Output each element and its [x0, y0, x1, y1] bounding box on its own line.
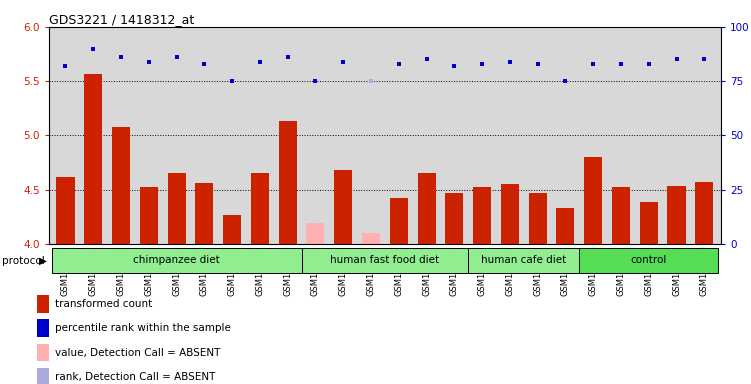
Bar — [612, 187, 630, 244]
Bar — [279, 121, 297, 244]
Bar — [195, 183, 213, 244]
Bar — [468, 248, 579, 273]
Bar — [695, 182, 713, 244]
Bar — [584, 157, 602, 244]
Bar — [640, 202, 658, 244]
Bar — [306, 223, 324, 244]
Bar — [529, 193, 547, 244]
Bar — [362, 233, 380, 244]
Text: human cafe diet: human cafe diet — [481, 255, 566, 265]
Text: rank, Detection Call = ABSENT: rank, Detection Call = ABSENT — [56, 372, 216, 382]
Text: human fast food diet: human fast food diet — [330, 255, 439, 265]
Bar — [140, 187, 158, 244]
Text: control: control — [631, 255, 667, 265]
Bar — [445, 193, 463, 244]
Text: ▶: ▶ — [39, 256, 47, 266]
Bar — [334, 170, 352, 244]
Bar — [84, 73, 102, 244]
Bar — [668, 186, 686, 244]
Bar — [501, 184, 519, 244]
Bar — [579, 248, 718, 273]
Bar — [38, 295, 49, 313]
Text: value, Detection Call = ABSENT: value, Detection Call = ABSENT — [56, 348, 221, 358]
Bar — [223, 215, 241, 244]
Bar — [302, 248, 468, 273]
Bar — [418, 173, 436, 244]
Bar — [56, 177, 74, 244]
Text: GDS3221 / 1418312_at: GDS3221 / 1418312_at — [49, 13, 194, 26]
Bar — [38, 319, 49, 337]
Bar — [112, 127, 130, 244]
Bar — [52, 248, 302, 273]
Text: percentile rank within the sample: percentile rank within the sample — [56, 323, 231, 333]
Text: transformed count: transformed count — [56, 299, 152, 309]
Bar — [556, 208, 575, 244]
Bar — [38, 344, 49, 361]
Bar — [251, 173, 269, 244]
Bar — [167, 173, 185, 244]
Bar — [38, 368, 49, 384]
Bar — [473, 187, 491, 244]
Text: chimpanzee diet: chimpanzee diet — [133, 255, 220, 265]
Text: protocol: protocol — [2, 256, 44, 266]
Bar — [390, 198, 408, 244]
